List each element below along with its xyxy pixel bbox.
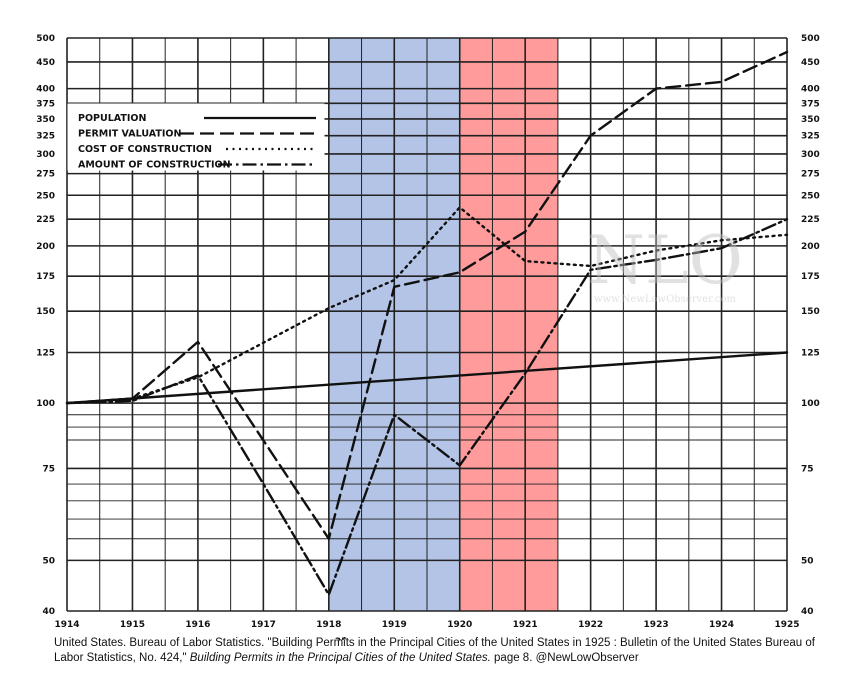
annotation-label: 25: [335, 637, 348, 640]
x-tick-label: 1917: [251, 620, 276, 630]
y-tick-label-left: 500: [36, 34, 55, 44]
legend-box: [67, 103, 325, 171]
series-line-population: [65, 351, 789, 405]
x-tick-label: 1919: [382, 620, 407, 630]
series-line-permit-valuation: [65, 50, 789, 540]
watermark-url: www.NewLowObserver.com: [594, 294, 737, 305]
series-line-amount-of-construction: [65, 218, 789, 596]
y-tick-label-right: 150: [801, 307, 820, 317]
y-tick-label-left: 200: [36, 242, 55, 252]
legend-label: COST OF CONSTRUCTION: [78, 144, 212, 155]
x-tick-label: 1916: [185, 620, 210, 630]
shaded-regions: [328, 38, 558, 611]
tick-labels: 40 40 50 50 75 75 100 100 125 125 150 150 175 175 200 2…: [36, 34, 820, 630]
y-tick-label-left: 150: [36, 307, 55, 317]
x-tick-label: 1914: [54, 620, 79, 630]
legend-label: AMOUNT OF CONSTRUCTION: [78, 160, 231, 171]
caption-italic-title: Building Permits in the Principal Cities…: [189, 652, 491, 664]
x-tick-label: 1925: [774, 620, 799, 630]
x-tick-label: 1921: [513, 620, 538, 630]
caption-tail: page 8. @NewLowObserver: [490, 652, 639, 664]
y-tick-label-left: 325: [36, 132, 55, 142]
y-tick-label-right: 500: [801, 34, 820, 44]
y-tick-label-right: 125: [801, 349, 820, 359]
legend-label: PERMIT VALUATION: [78, 129, 181, 140]
y-tick-label-right: 325: [801, 132, 820, 142]
y-tick-label-right: 350: [801, 115, 820, 125]
watermark-logo-text: NLO: [587, 222, 743, 299]
source-caption: United States. Bureau of Labor Statistic…: [54, 636, 844, 666]
y-tick-label-left: 275: [36, 170, 55, 180]
legend-label: POPULATION: [78, 113, 146, 124]
y-tick-label-left: 250: [36, 191, 55, 201]
x-tick-label: 1924: [709, 620, 734, 630]
y-tick-label-left: 125: [36, 349, 55, 359]
y-tick-label-left: 100: [36, 399, 55, 409]
y-tick-label-right: 50: [801, 556, 814, 566]
y-tick-label-left: 50: [42, 556, 55, 566]
y-tick-label-right: 450: [801, 58, 820, 68]
chart: 40 40 50 50 75 75 100 100 125 125 150 150 175 175 200 2…: [36, 34, 820, 640]
caption-text: United States. Bureau of Labor Statistic…: [54, 637, 815, 664]
x-tick-label: 1922: [578, 620, 603, 630]
shaded-region-2: [459, 38, 558, 611]
y-tick-label-right: 40: [801, 607, 814, 617]
y-tick-label-left: 300: [36, 150, 55, 160]
y-tick-label-right: 400: [801, 85, 820, 95]
y-tick-label-right: 100: [801, 399, 820, 409]
y-tick-label-left: 375: [36, 99, 55, 109]
y-tick-label-right: 300: [801, 150, 820, 160]
x-tick-label: 1915: [120, 620, 145, 630]
x-tick-label: 1920: [447, 620, 472, 630]
y-tick-label-left: 350: [36, 115, 55, 125]
legend: POPULATION PERMIT VALUATION COST OF CONSTR…: [67, 103, 325, 171]
y-tick-label-right: 75: [801, 464, 814, 474]
y-tick-label-right: 275: [801, 170, 820, 180]
y-tick-label-right: 175: [801, 272, 820, 282]
watermark-logo: NLO www.NewLowObserver.com: [587, 222, 743, 305]
y-tick-label-right: 250: [801, 191, 820, 201]
x-tick-label: 1918: [316, 620, 341, 630]
y-tick-label-left: 225: [36, 215, 55, 225]
y-tick-label-right: 375: [801, 99, 820, 109]
y-tick-label-left: 75: [42, 464, 55, 474]
y-tick-label-left: 40: [42, 607, 55, 617]
y-tick-label-left: 175: [36, 272, 55, 282]
y-tick-label-left: 400: [36, 85, 55, 95]
series-layer: [65, 50, 789, 596]
y-tick-label-right: 200: [801, 242, 820, 252]
y-tick-label-right: 225: [801, 215, 820, 225]
x-tick-label: 1923: [644, 620, 669, 630]
y-tick-label-left: 450: [36, 58, 55, 68]
